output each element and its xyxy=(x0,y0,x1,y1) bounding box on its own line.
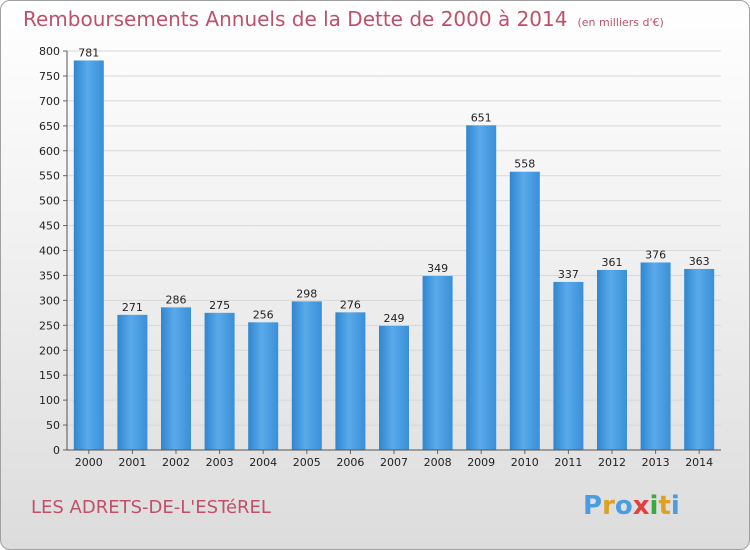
data-label: 249 xyxy=(384,312,405,325)
x-axis-ticks: 2000 2001 2002 2003 2004 2005 2006 2007 2008 2009… xyxy=(75,450,713,469)
data-label: 376 xyxy=(645,248,666,261)
bar xyxy=(553,281,584,450)
x-tick-label: 2005 xyxy=(293,456,321,469)
chart-title: Remboursements Annuels de la Dette de 20… xyxy=(23,7,664,31)
x-tick-label: 2007 xyxy=(380,456,408,469)
chart-title-text: Remboursements Annuels de la Dette de 20… xyxy=(23,7,568,31)
data-label: 361 xyxy=(602,256,623,269)
y-tick-label: 800 xyxy=(39,45,60,58)
data-label: 337 xyxy=(558,268,579,281)
y-tick-label: 750 xyxy=(39,70,60,83)
y-tick-label: 650 xyxy=(39,120,60,133)
x-tick-label: 2012 xyxy=(598,456,626,469)
bar xyxy=(291,301,322,450)
data-label: 275 xyxy=(209,299,230,312)
x-tick-label: 2008 xyxy=(424,456,452,469)
data-labels: 781 271 286 275 256 298 276 249 349 651 558 337 361 3… xyxy=(78,46,709,324)
data-label: 781 xyxy=(78,46,99,59)
y-tick-label: 200 xyxy=(39,344,60,357)
bar xyxy=(466,125,497,450)
y-tick-label: 450 xyxy=(39,220,60,233)
bar xyxy=(379,325,409,450)
y-tick-label: 50 xyxy=(46,419,60,432)
x-tick-label: 2006 xyxy=(336,456,364,469)
bar xyxy=(161,307,191,450)
y-tick-label: 500 xyxy=(39,195,60,208)
data-label: 558 xyxy=(514,158,535,171)
y-axis-ticks: 0 50 100 150 200 250 300 350 400 450 500 550 600 650 7… xyxy=(39,45,67,457)
x-tick-label: 2001 xyxy=(118,456,146,469)
bar xyxy=(117,314,148,450)
x-tick-label: 2000 xyxy=(75,456,103,469)
x-tick-label: 2013 xyxy=(642,456,670,469)
data-label: 276 xyxy=(340,298,361,311)
y-tick-label: 0 xyxy=(53,444,60,457)
bar xyxy=(509,171,540,450)
bar xyxy=(422,275,453,450)
x-tick-label: 2004 xyxy=(249,456,277,469)
y-tick-label: 150 xyxy=(39,369,60,382)
bars xyxy=(73,60,715,450)
bar xyxy=(335,312,366,450)
data-label: 271 xyxy=(122,301,143,314)
commune-name: LES ADRETS-DE-L'ESTéREL xyxy=(31,497,271,518)
data-label: 363 xyxy=(689,255,710,268)
x-tick-label: 2014 xyxy=(685,456,713,469)
y-tick-label: 550 xyxy=(39,170,60,183)
x-tick-label: 2010 xyxy=(511,456,539,469)
bar xyxy=(684,268,715,450)
data-label: 286 xyxy=(166,293,187,306)
y-tick-label: 250 xyxy=(39,319,60,332)
brand-logo: Proxiti xyxy=(583,491,680,521)
bar xyxy=(640,262,671,450)
data-label: 298 xyxy=(296,287,317,300)
chart-subtitle: (en milliers d'€) xyxy=(577,16,664,29)
y-tick-label: 700 xyxy=(39,95,60,108)
x-tick-label: 2002 xyxy=(162,456,190,469)
y-tick-label: 400 xyxy=(39,245,60,258)
bar xyxy=(73,60,104,450)
y-tick-label: 350 xyxy=(39,269,60,282)
x-tick-label: 2003 xyxy=(206,456,234,469)
y-tick-label: 600 xyxy=(39,145,60,158)
y-tick-label: 100 xyxy=(39,394,60,407)
bar xyxy=(248,322,279,450)
data-label: 651 xyxy=(471,111,492,124)
data-label: 349 xyxy=(427,262,448,275)
bar xyxy=(597,269,627,450)
x-tick-label: 2011 xyxy=(554,456,582,469)
data-label: 256 xyxy=(253,308,274,321)
x-tick-label: 2009 xyxy=(467,456,495,469)
y-tick-label: 300 xyxy=(39,294,60,307)
bar xyxy=(204,312,235,450)
